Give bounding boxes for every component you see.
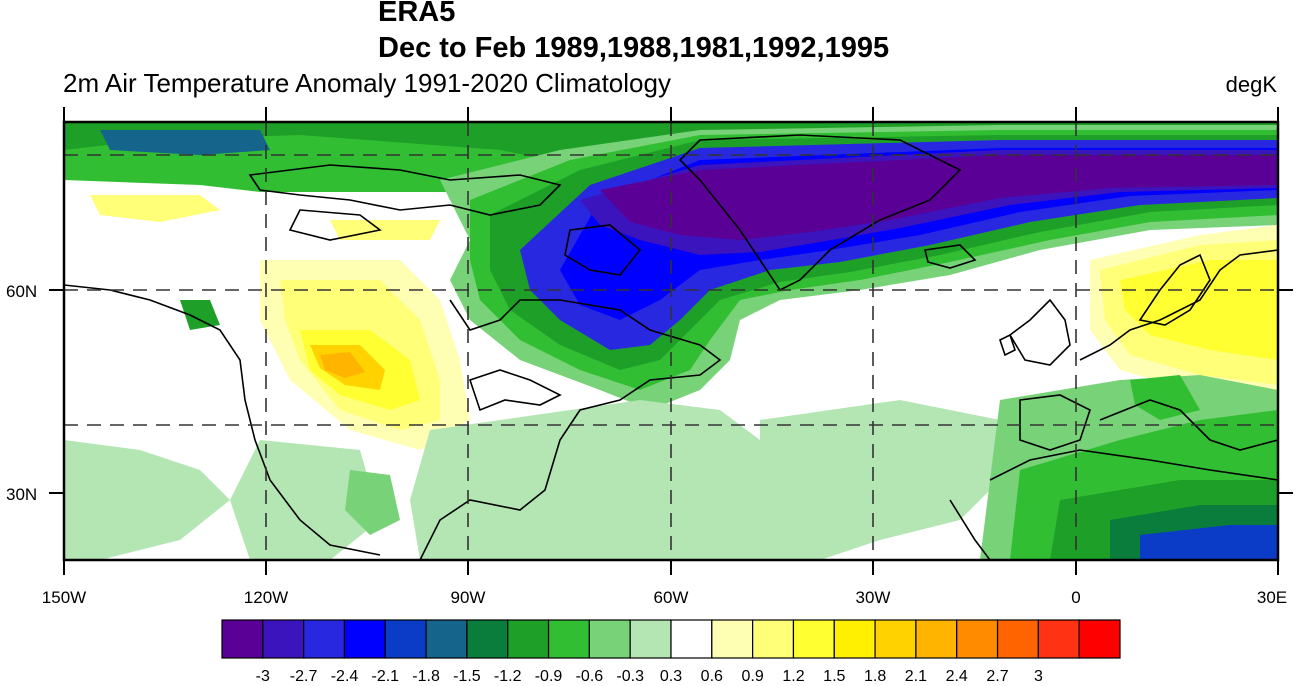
colorbar-swatch — [466, 619, 509, 659]
colorbar-swatch — [1078, 619, 1121, 659]
units-label: degK — [1225, 72, 1277, 97]
colorbar-tick-label: 1.2 — [782, 668, 805, 685]
colorbar-tick-label: -1.5 — [453, 668, 481, 685]
colorbar-tick-label: -2.4 — [330, 668, 359, 685]
colorbar-swatch — [874, 619, 917, 659]
colorbar-swatch — [1037, 619, 1080, 659]
lat-label-30n: 30N — [6, 485, 38, 504]
lon-label-60w: 60W — [653, 588, 689, 607]
colorbar-tick-label: -3 — [255, 668, 270, 685]
colorbar-swatch — [711, 619, 754, 659]
lat-label-60n: 60N — [6, 282, 38, 301]
colorbar-swatch — [792, 619, 835, 659]
colorbar-swatch — [588, 619, 631, 659]
colorbar-swatch — [547, 619, 590, 659]
lon-label-30e: 30E — [1256, 588, 1288, 607]
colorbar-tick-label: -2.7 — [289, 668, 318, 685]
lon-label-150w: 150W — [41, 588, 87, 607]
colorbar — [221, 619, 1121, 659]
period-title: Dec to Feb 1989,1988,1981,1992,1995 — [378, 32, 890, 64]
lon-label-90w: 90W — [450, 588, 486, 607]
colorbar-tick-label: 1.5 — [823, 668, 846, 685]
colorbar-swatch — [752, 619, 795, 659]
colorbar-swatch — [343, 619, 386, 659]
colorbar-swatch — [629, 619, 672, 659]
colorbar-tick-label: 2.7 — [986, 668, 1009, 685]
colorbar-tick-label: 0.3 — [659, 668, 683, 685]
lon-label-30w: 30W — [855, 588, 891, 607]
colorbar-swatch — [670, 619, 713, 659]
colorbar-swatch — [507, 619, 550, 659]
colorbar-swatch — [384, 619, 427, 659]
colorbar-tick-label: 2.4 — [945, 668, 968, 685]
colorbar-tick-label: -0.3 — [616, 668, 644, 685]
colorbar-tick-label: -2.1 — [371, 668, 400, 685]
colorbar-swatch — [221, 619, 264, 659]
colorbar-tick-label: 1.8 — [863, 668, 887, 685]
colorbar-swatch — [833, 619, 876, 659]
lon-label-0: 0 — [1071, 588, 1081, 607]
colorbar-swatch — [303, 619, 346, 659]
colorbar-tick-label: 0.6 — [700, 668, 723, 685]
colorbar-tick-label: 3 — [1033, 668, 1043, 685]
model-title: ERA5 — [378, 0, 456, 28]
colorbar-tick-label: 2.1 — [904, 668, 928, 685]
colorbar-swatch — [262, 619, 305, 659]
variable-title: 2m Air Temperature Anomaly 1991-2020 Cli… — [63, 68, 671, 98]
colorbar-swatch — [996, 619, 1039, 659]
colorbar-tick-label: -1.2 — [493, 668, 522, 685]
colorbar-swatch — [956, 619, 999, 659]
anomaly-field — [64, 122, 1278, 560]
colorbar-tick-label: -0.6 — [575, 668, 604, 685]
colorbar-tick-label: 0.9 — [741, 668, 764, 685]
colorbar-tick-label: -1.8 — [412, 668, 440, 685]
colorbar-swatch — [425, 619, 468, 659]
colorbar-swatch — [915, 619, 958, 659]
lon-label-120w: 120W — [243, 588, 289, 607]
colorbar-tick-label: -0.9 — [534, 668, 563, 685]
